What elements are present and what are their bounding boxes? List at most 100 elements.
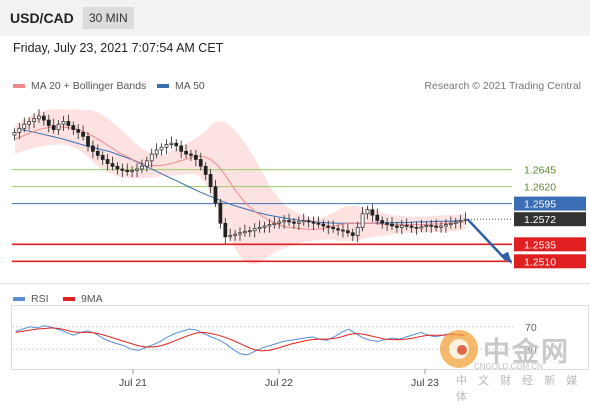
candle-body [223,222,228,238]
candle-body [56,123,61,130]
candle-body [419,226,424,229]
candle-body [110,163,115,167]
candle-body [100,155,105,160]
candle-body [360,213,365,228]
rsi-line [15,325,465,356]
candle-body [32,118,36,122]
level-label-support: 1.2510 [524,256,556,268]
candle-body [292,221,296,224]
candle-body [238,232,242,235]
candle-body [365,209,370,215]
legend-rsi: RSI [13,293,49,305]
x-tick-label: Jul 21 [119,377,147,389]
candle-body [301,220,306,223]
candle-body [336,228,340,231]
candle-body [120,168,125,171]
candle-body [257,226,262,230]
rsi-level-label: 70 [525,322,537,334]
candle-body [130,169,134,173]
candle-body [17,127,22,133]
candle-body [380,220,385,224]
current-price-tag [514,212,586,227]
candle-body [282,220,286,223]
forecast-arrow-head [500,251,512,264]
level-label-resistance: 1.2645 [524,165,556,177]
candle-body [27,121,32,125]
candle-body [243,231,247,234]
candle-body [390,223,394,227]
candle-body [424,224,429,228]
candle-body [71,125,76,130]
candle-body [149,153,154,162]
candle-body [311,221,316,224]
legend-ma50-swatch [157,84,169,88]
candle-body [463,218,468,221]
x-tick-label: Jul 22 [265,377,293,389]
candle-body [326,225,331,228]
header-bar: USD/CAD 30 MIN [0,0,590,36]
candle-body [321,223,326,227]
watermark-brand: 中金网 [483,337,570,367]
candle-body [154,149,159,155]
candle-body [144,160,149,167]
candle-body [444,224,448,227]
candle-body [395,225,399,228]
candle-body [198,159,203,167]
candle-body [76,129,81,133]
candle-body [296,221,301,224]
candle-body [341,229,345,232]
candle-body [66,121,71,126]
watermark-tagline: 中 文 财 经 新 媒 体 [456,375,582,403]
candle-body [448,222,453,225]
candle-body [458,220,463,223]
candle-body [331,226,336,230]
level-tag-support [514,237,586,252]
candle-body [370,209,375,216]
candle-body [95,150,100,156]
candle-body [346,230,350,234]
candle-body [453,221,458,224]
candle-body [140,165,144,170]
candle-body [22,123,27,129]
candle-body [169,142,174,145]
candle-body [316,222,321,225]
candle-body [37,115,41,120]
candle-body [91,145,95,152]
rsi-ma-line [15,327,465,352]
level-tag-pivot [514,196,586,211]
candle-body [61,121,66,125]
candle-body [350,232,355,236]
level-label-pivot: 1.2595 [524,199,556,211]
candle-body [272,222,277,225]
current-price-label: 1.2572 [524,214,556,226]
legend-rsi-swatch [13,297,25,301]
report-datetime: Friday, July 23, 2021 7:07:54 AM CET [13,41,224,55]
candle-body [46,119,51,126]
candle-body [125,169,130,173]
candle-body [277,221,282,224]
watermark-logo-dot [457,345,467,355]
candle-body [429,224,434,227]
candle-body [434,225,438,228]
timeframe-button[interactable]: 30 MIN [83,7,134,29]
candle-body [247,230,252,233]
candle-body [135,168,139,171]
symbol-label: USD/CAD [10,10,74,26]
candle-body [42,115,46,121]
candle-body [228,235,233,238]
candle-body [194,155,198,160]
candle-body [86,136,90,147]
candle-body [208,174,213,187]
forecast-arrow-line [466,218,507,261]
candle-body [51,125,56,130]
x-tick-label: Jul 23 [411,377,439,389]
rsi-panel-frame [11,305,589,370]
legend-ma20-label: MA 20 + Bollinger Bands [31,80,147,92]
candle-body [375,214,380,221]
candle-body [218,202,223,224]
candle-body [213,186,218,204]
legend-ma9-label: 9MA [81,293,103,305]
candle-body [306,220,311,223]
candle-body [414,226,419,229]
